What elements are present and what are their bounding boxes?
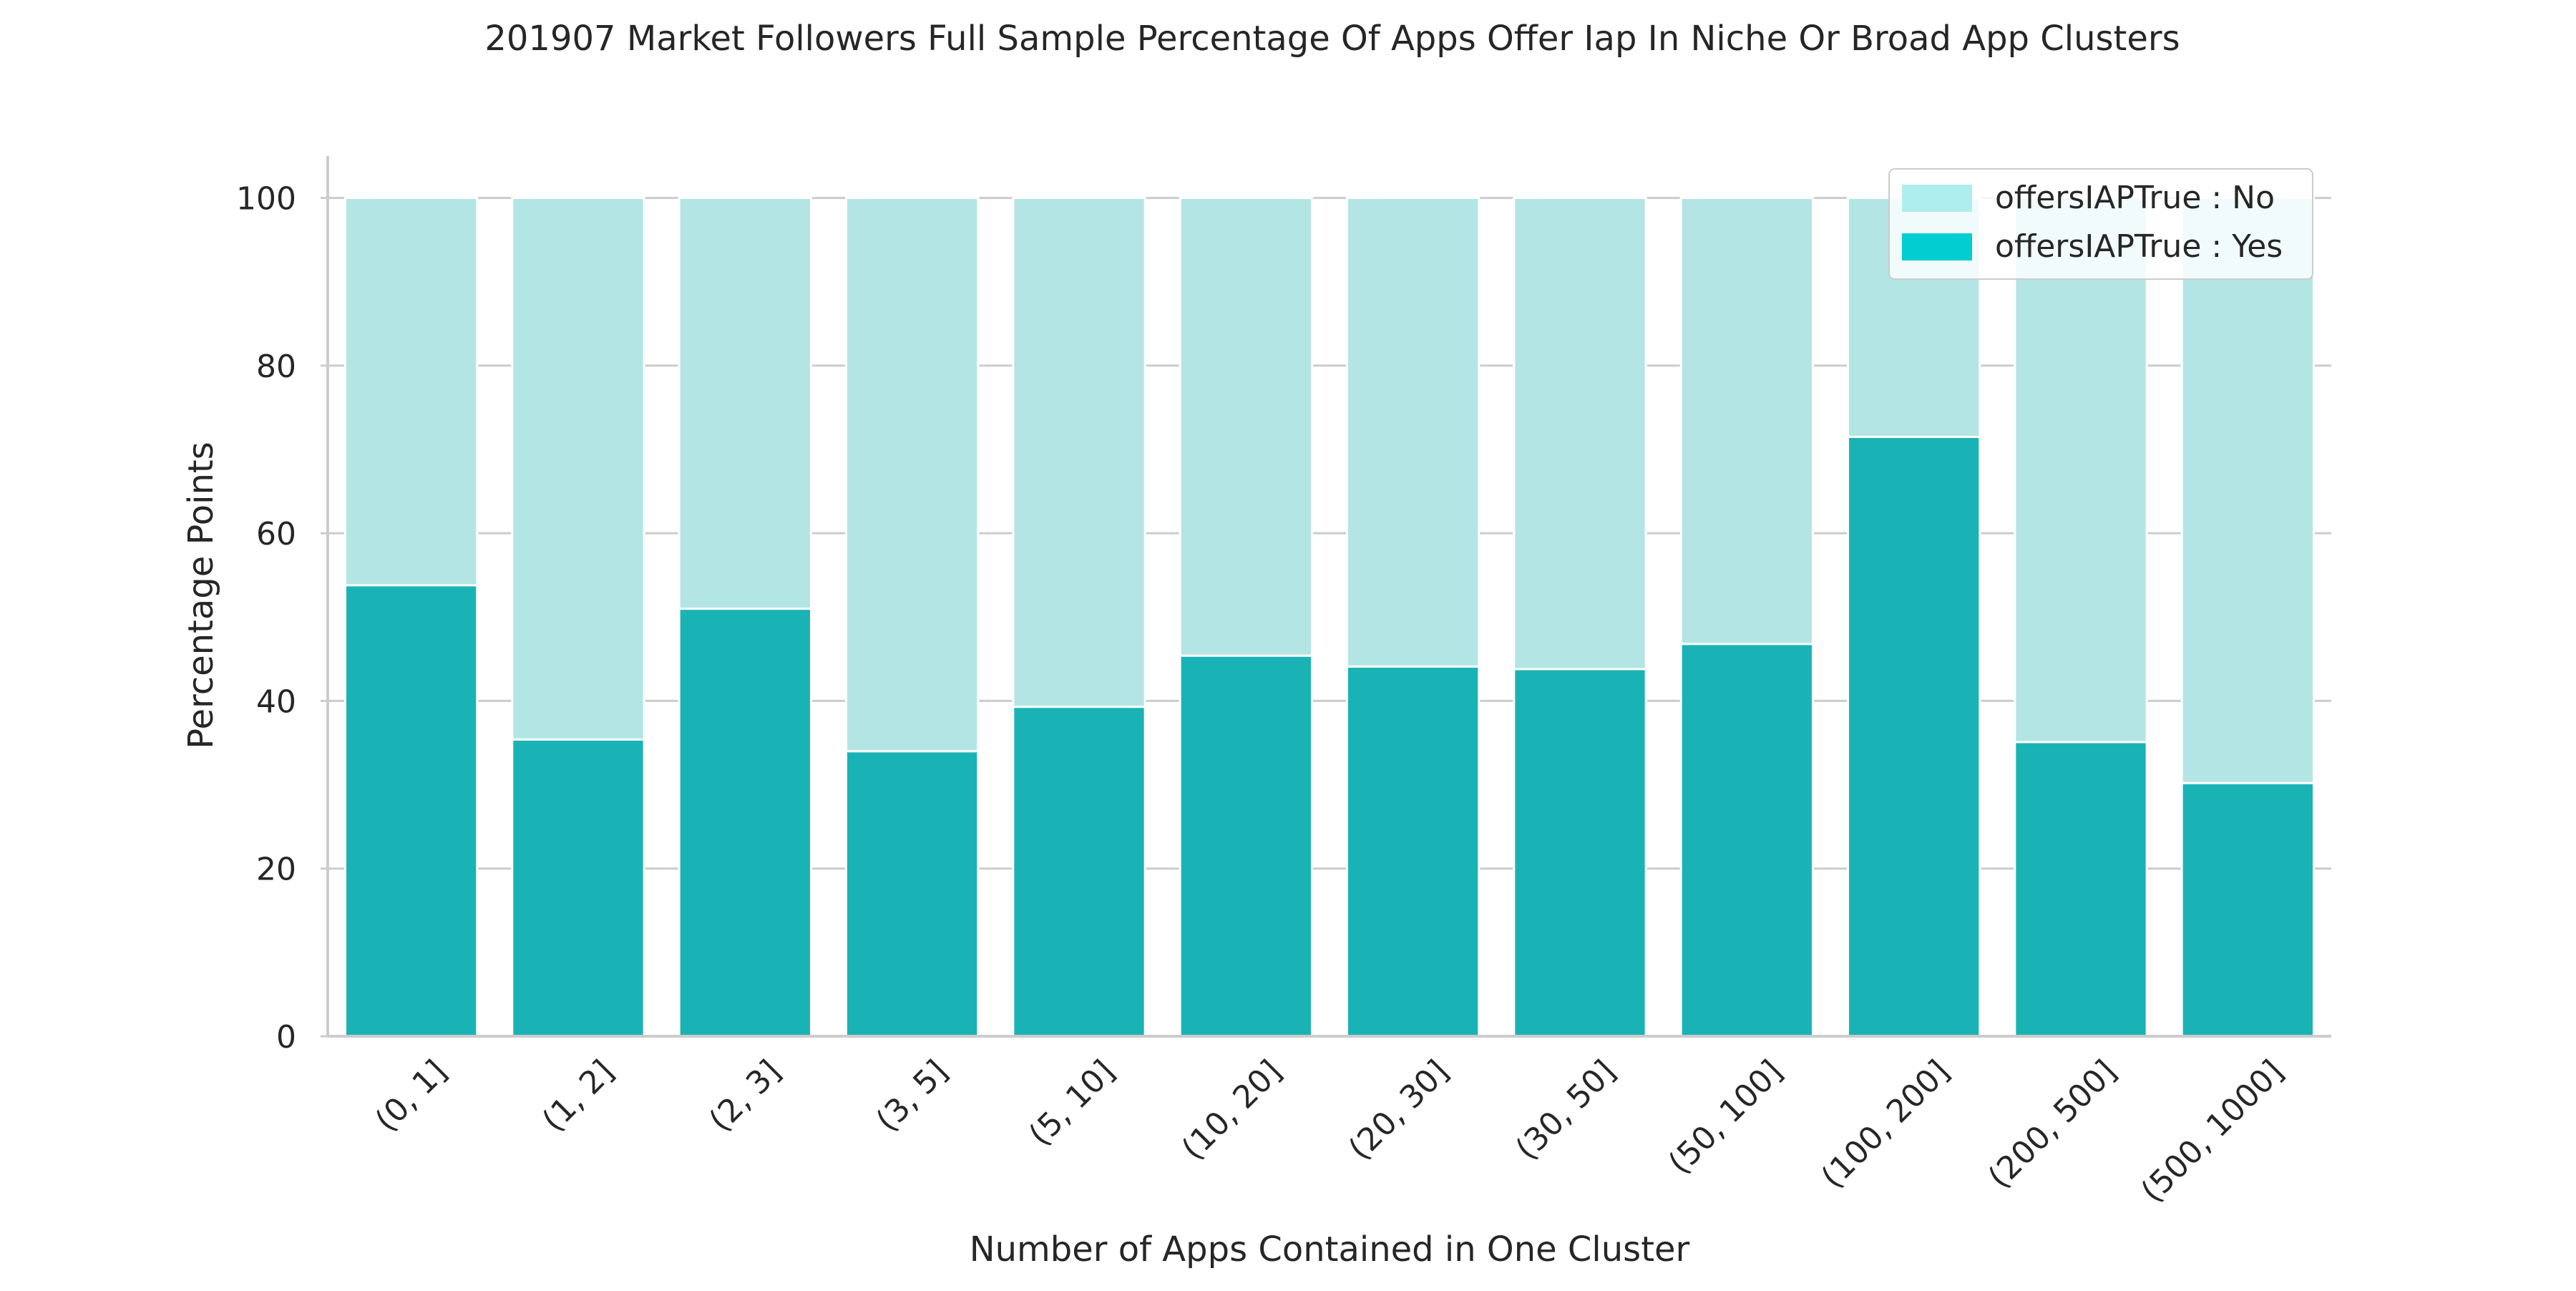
- bars: [344, 197, 2316, 1038]
- bar-segment-yes: [1012, 706, 1146, 1038]
- y-tick-label: 0: [276, 1019, 296, 1056]
- bar-segment-yes: [1679, 643, 1815, 1038]
- legend-swatch: [1902, 185, 1972, 212]
- x-tick-label: (500, 1000]: [2134, 1053, 2290, 1210]
- bar-segment-yes: [845, 750, 980, 1038]
- bar-segment-no: [511, 197, 645, 741]
- bar-segment-no: [1346, 197, 1480, 668]
- legend-swatch: [1902, 233, 1972, 260]
- x-tick-label: (100, 200]: [1815, 1053, 1957, 1196]
- bar-segment-yes: [2014, 741, 2148, 1038]
- legend-label: offersIAPTrue : No: [1995, 180, 2275, 216]
- bar-segment-no: [1012, 197, 1146, 708]
- bar-segment-no: [1679, 197, 1815, 646]
- legend-label: offersIAPTrue : Yes: [1995, 228, 2283, 265]
- x-tick-label: (50, 100]: [1662, 1053, 1790, 1182]
- bar-segment-yes: [1513, 668, 1647, 1038]
- bar-segment-yes: [678, 608, 813, 1038]
- x-tick-label: (0, 1]: [369, 1053, 454, 1139]
- y-axis-label: Percentage Points: [181, 442, 221, 749]
- bar-segment-yes: [344, 584, 479, 1038]
- bar-segment-yes: [2180, 781, 2316, 1038]
- y-tick-label: 60: [256, 516, 296, 552]
- bar-segment-yes: [1847, 435, 1981, 1038]
- bar-segment-no: [2014, 197, 2148, 744]
- bar-segment-no: [344, 197, 479, 587]
- bar-segment-yes: [1179, 654, 1313, 1038]
- bar-segment-yes: [511, 738, 645, 1038]
- x-axis-label: Number of Apps Contained in One Cluster: [970, 1229, 1690, 1270]
- x-tick-label: (5, 10]: [1022, 1053, 1122, 1154]
- x-tick-label: (30, 50]: [1508, 1053, 1622, 1167]
- bar-segment-no: [1513, 197, 1647, 671]
- bar-segment-yes: [1346, 665, 1480, 1038]
- x-tick-label: (200, 500]: [1981, 1053, 2124, 1196]
- bar-segment-no: [845, 197, 980, 753]
- bar-segment-no: [1179, 197, 1313, 657]
- x-tick-label: (3, 5]: [869, 1053, 955, 1139]
- x-tick-label: (10, 20]: [1175, 1053, 1289, 1167]
- x-tick-label: (1, 2]: [535, 1053, 621, 1139]
- bar-segment-no: [2180, 197, 2316, 784]
- y-tick-label: 20: [256, 852, 296, 888]
- axes: [321, 156, 2331, 1038]
- x-tick-label: (2, 3]: [702, 1053, 788, 1139]
- bar-segment-no: [678, 197, 813, 610]
- chart-title: 201907 Market Followers Full Sample Perc…: [484, 19, 2180, 59]
- y-tick-label: 40: [256, 683, 296, 720]
- x-tick-label: (20, 30]: [1342, 1053, 1455, 1167]
- legend: offersIAPTrue : No offersIAPTrue : Yes: [1888, 168, 2313, 280]
- legend-box: [1888, 168, 2313, 280]
- y-tick-label: 80: [256, 349, 296, 385]
- y-tick-label: 100: [236, 181, 296, 218]
